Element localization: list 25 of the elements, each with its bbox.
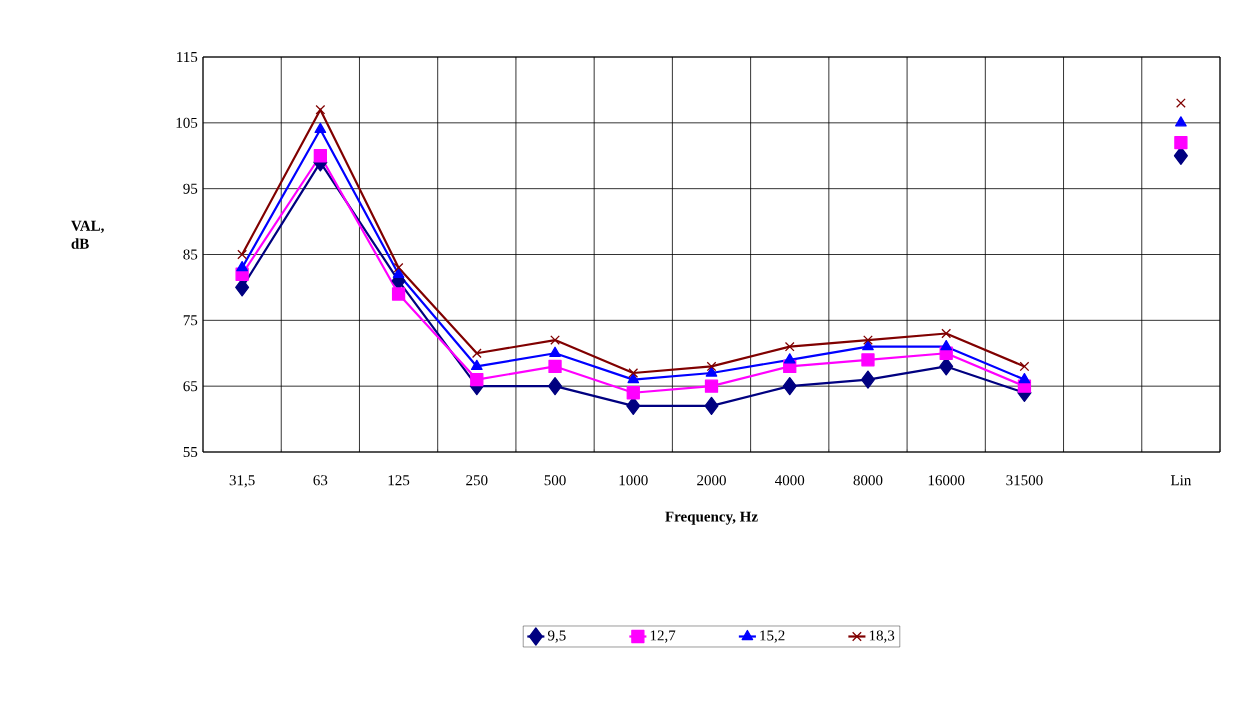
legend-label: 18,3 [869, 630, 895, 643]
y-tick-label: 85 [183, 249, 198, 260]
x-tick-label: 500 [544, 475, 566, 486]
x-tick-label: 63 [313, 475, 328, 486]
y-tick-label: 105 [176, 117, 198, 128]
x-axis-title: Frequency, Hz [665, 511, 758, 525]
x-tick-label: 250 [466, 475, 488, 486]
y-axis-title: VAL, dB [71, 220, 104, 249]
x-tick-label: 8000 [853, 475, 883, 486]
x-tick-label: 16000 [928, 475, 965, 486]
x-tick-label: Lin [1170, 475, 1192, 486]
x-tick-label: 31,5 [229, 475, 255, 488]
y-tick-label: 115 [177, 51, 198, 63]
y-tick-label: 95 [183, 183, 198, 194]
y-tick-label: 75 [183, 315, 198, 326]
x-tick-label: 31500 [1006, 475, 1043, 486]
legend-label: 9,5 [547, 630, 566, 643]
x-tick-label: 125 [388, 475, 410, 486]
legend-label: 12,7 [650, 630, 676, 643]
legend-label: 15,2 [760, 630, 785, 643]
x-tick-label: 2000 [697, 475, 726, 486]
x-tick-label: 4000 [775, 475, 805, 486]
y-tick-label: 55 [183, 447, 198, 457]
y-tick-label: 65 [183, 381, 198, 392]
x-tick-label: 1000 [619, 475, 648, 486]
